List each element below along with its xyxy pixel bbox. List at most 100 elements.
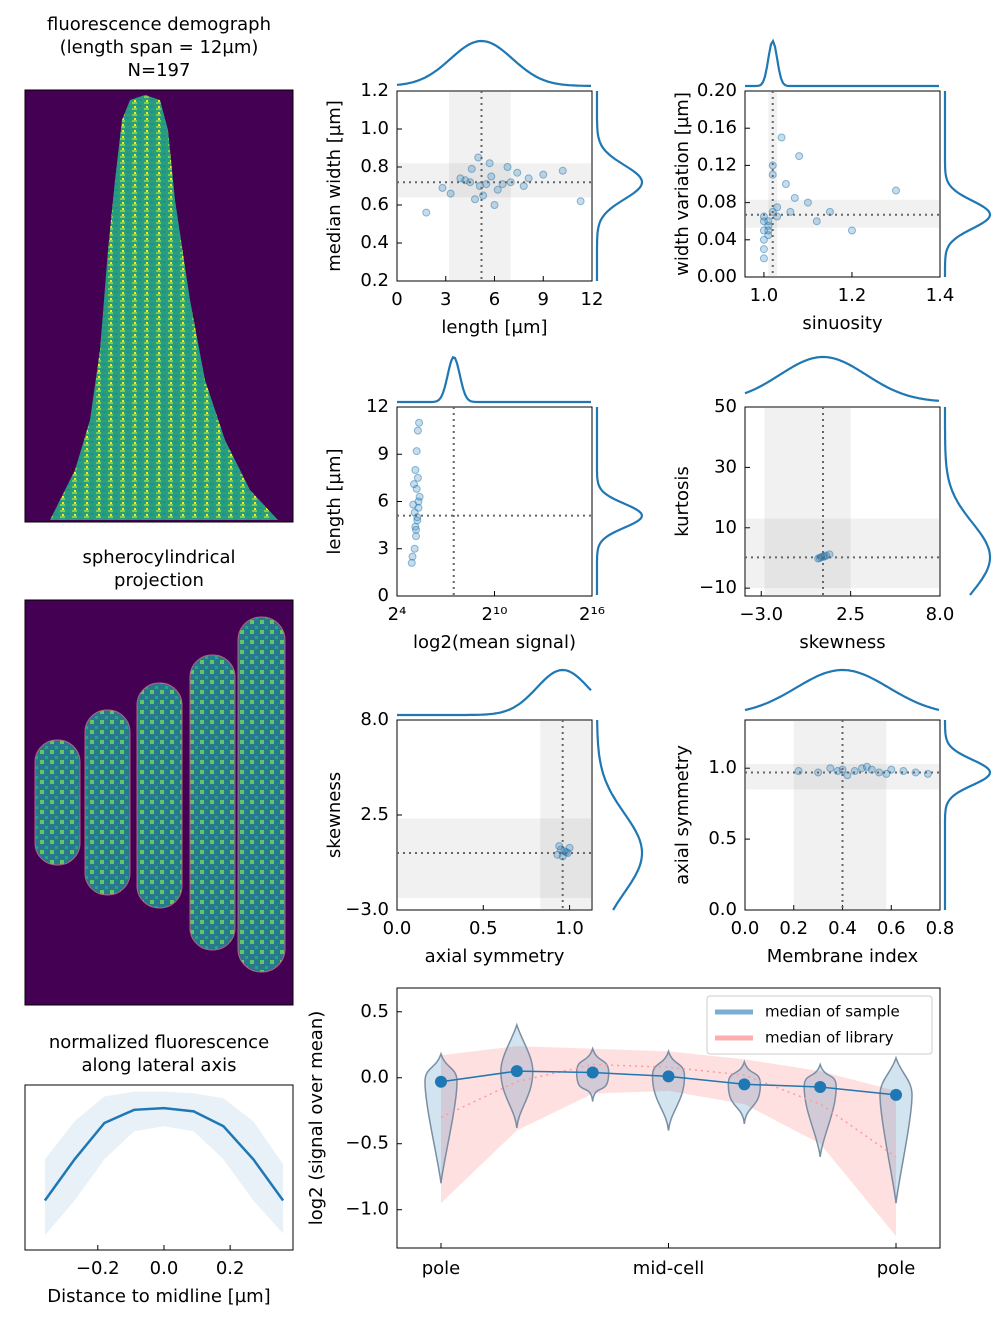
- y-tick-label: 3: [378, 538, 389, 559]
- point: [558, 166, 567, 175]
- point: [759, 226, 768, 235]
- plot-frame: [744, 90, 941, 278]
- point: [413, 473, 422, 482]
- x-tick-label: 0.0: [731, 918, 760, 939]
- y-tick-label: −0.5: [345, 1133, 389, 1154]
- y-tick-label: 0.00: [697, 266, 737, 287]
- chart-title: (length span = 12µm): [60, 37, 259, 58]
- point: [485, 159, 494, 168]
- x-tick-label: 1.2: [838, 285, 867, 306]
- x-tick-label: pole: [422, 1258, 461, 1279]
- legend-label: median of library: [765, 1029, 894, 1047]
- x-tick-label: pole: [877, 1258, 916, 1279]
- chart-title: normalized fluorescence: [49, 1032, 269, 1053]
- y-axis-label: width variation [µm]: [672, 92, 693, 276]
- point: [790, 193, 799, 202]
- marginal-x: [745, 38, 939, 88]
- x-tick-label: −0.2: [76, 1258, 120, 1279]
- demograph-image: [24, 89, 294, 523]
- point: [850, 767, 859, 776]
- band-x: [793, 720, 887, 910]
- point: [506, 178, 515, 187]
- marginal-y: [595, 407, 644, 595]
- library-band: [441, 1046, 896, 1237]
- point: [487, 172, 496, 181]
- x-axis-label: Membrane index: [767, 946, 919, 967]
- x-tick-label: 0.6: [877, 918, 906, 939]
- point: [773, 212, 782, 221]
- point: [759, 245, 768, 254]
- point: [768, 170, 777, 179]
- chart-title: N=197: [128, 60, 191, 81]
- y-axis-label: skewness: [324, 772, 345, 858]
- point: [826, 764, 835, 773]
- marginal-x: [744, 355, 940, 402]
- point: [795, 152, 804, 161]
- band-x: [764, 407, 851, 596]
- x-axis-label: sinuosity: [802, 313, 883, 334]
- sample-point: [434, 1075, 447, 1088]
- point: [812, 217, 821, 226]
- x-axis-label: axial symmetry: [425, 946, 565, 967]
- point: [471, 195, 479, 204]
- point: [490, 201, 499, 209]
- chart-title: fluorescence demograph: [47, 14, 271, 35]
- y-tick-label: 0.04: [697, 229, 737, 250]
- x-axis-label: log2(mean signal): [413, 632, 576, 653]
- x-tick-label: 0.4: [828, 918, 857, 939]
- y-tick-label: 0.5: [708, 828, 737, 849]
- y-tick-label: 0: [378, 585, 389, 606]
- sample-point: [586, 1066, 599, 1079]
- point: [833, 767, 842, 776]
- chart-title: along lateral axis: [82, 1055, 237, 1076]
- x-tick-label: 0.0: [383, 918, 412, 939]
- violin: [651, 1048, 686, 1131]
- marginal-x: [744, 668, 940, 712]
- line: [43, 1106, 285, 1202]
- x-tick-label: 0.2: [779, 918, 808, 939]
- x-tick-label: 0.5: [469, 918, 498, 939]
- point: [773, 203, 782, 212]
- y-tick-label: 0.5: [360, 1001, 389, 1022]
- point: [446, 189, 455, 198]
- marginal-x: [397, 355, 591, 404]
- point: [891, 186, 900, 195]
- y-tick-label: −3.0: [345, 899, 389, 920]
- chart-title: spherocylindrical: [82, 547, 235, 568]
- y-axis-label: kurtosis: [672, 466, 693, 537]
- x-tick-label: 12: [581, 289, 604, 310]
- x-tick-label: 8.0: [926, 604, 955, 625]
- plot-frame: [396, 406, 593, 597]
- point: [409, 500, 418, 509]
- y-tick-label: 12: [366, 396, 389, 417]
- marginal-y: [595, 91, 644, 281]
- point: [438, 183, 447, 192]
- point: [519, 182, 528, 190]
- x-tick-label: 0.2: [216, 1258, 245, 1279]
- point: [410, 544, 419, 553]
- x-tick-label: 2.5: [836, 604, 865, 625]
- point: [503, 163, 512, 171]
- point: [422, 208, 431, 217]
- marginal-x: [396, 39, 591, 87]
- point: [794, 767, 803, 776]
- y-tick-label: 6: [378, 491, 389, 512]
- legend-label: median of sample: [765, 1003, 900, 1021]
- point: [576, 197, 585, 206]
- y-tick-label: −1.0: [345, 1199, 389, 1220]
- point: [875, 768, 884, 777]
- band: [44, 1091, 284, 1236]
- violin: [424, 1051, 458, 1184]
- x-tick-label: 2⁴: [388, 604, 407, 625]
- point: [410, 508, 419, 517]
- point: [412, 484, 421, 493]
- band-x: [768, 91, 778, 277]
- y-tick-label: 10: [714, 517, 737, 538]
- point: [923, 769, 932, 778]
- x-tick-label: 1.0: [750, 285, 779, 306]
- x-tick-label: 0.0: [150, 1258, 179, 1279]
- point: [412, 447, 421, 456]
- point: [858, 764, 866, 773]
- x-tick-label: 3: [440, 289, 451, 310]
- sample-point: [738, 1078, 751, 1091]
